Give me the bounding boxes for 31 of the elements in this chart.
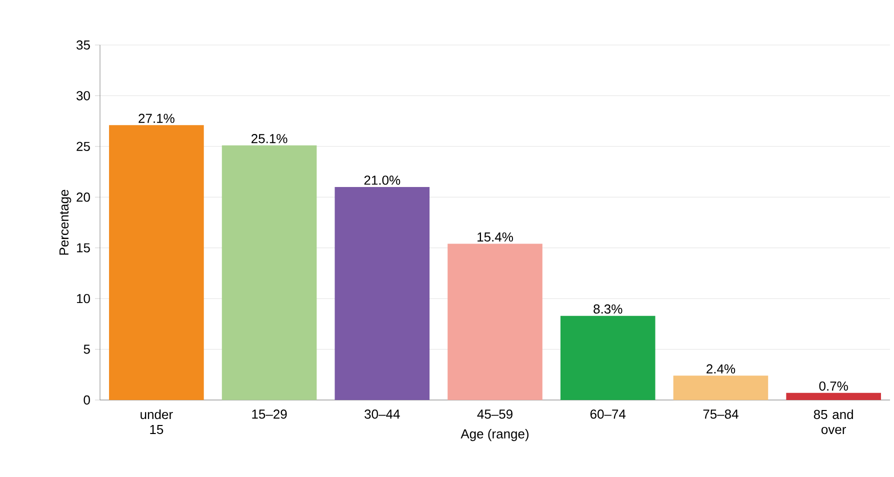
x-tick-label: 30–44 xyxy=(364,410,400,419)
bar xyxy=(560,316,656,400)
x-tick-label: under 15 xyxy=(140,410,173,434)
data-label: 2.4% xyxy=(706,364,736,374)
x-tick-label: 15–29 xyxy=(252,410,287,419)
bar xyxy=(448,244,542,400)
data-label: 21.0% xyxy=(364,176,400,185)
y-tick-label: 15 xyxy=(77,243,90,252)
data-label: 8.3% xyxy=(594,304,622,314)
y-tick-label: 30 xyxy=(76,91,90,100)
bar xyxy=(786,392,881,400)
x-tick-label: 45–59 xyxy=(477,410,512,419)
y-tick-label: 20 xyxy=(76,192,90,202)
data-label: 0.7% xyxy=(819,381,848,391)
x-tick-label: 75–84 xyxy=(703,410,738,419)
data-label: 25.1% xyxy=(252,134,288,144)
data-label: 27.1% xyxy=(138,114,174,123)
y-tick-label: 10 xyxy=(77,294,90,304)
bar xyxy=(334,187,430,400)
y-tick-label: 35 xyxy=(76,40,90,50)
bar xyxy=(109,125,204,400)
x-axis-title: Age (range) xyxy=(460,428,529,442)
x-tick-label: 60–74 xyxy=(590,410,626,419)
data-label: 15.4% xyxy=(478,232,513,242)
y-tick-label: 5 xyxy=(84,344,90,354)
y-tick-label: 0 xyxy=(84,395,90,405)
bar xyxy=(673,376,768,400)
bar xyxy=(222,145,317,400)
y-tick-label: 25 xyxy=(76,142,90,152)
x-tick-label: 85 and over xyxy=(814,410,853,434)
y-axis-title: Percentage xyxy=(60,190,72,255)
